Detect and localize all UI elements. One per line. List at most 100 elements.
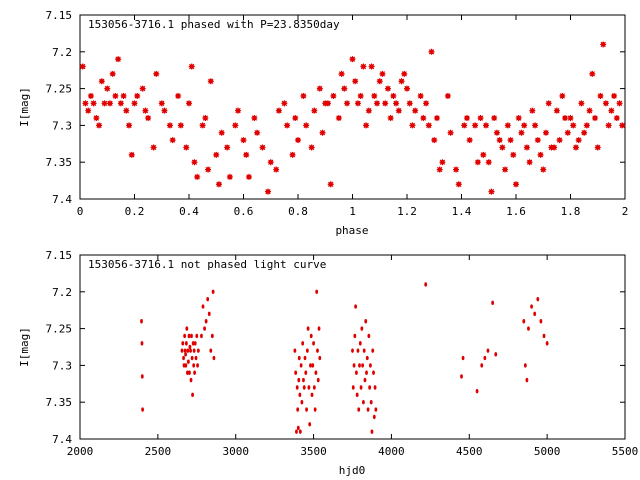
data-point [608,107,615,114]
data-point [480,363,484,368]
data-point [387,115,394,122]
data-point [586,107,593,114]
data-point [303,122,310,129]
data-point [433,115,440,122]
data-point [359,385,363,390]
phased-y-tick-label: 7.2 [52,46,72,59]
data-point [559,92,566,99]
data-point [226,173,233,180]
data-point [406,100,413,107]
data-point [209,348,213,353]
data-point [98,78,105,85]
phased-points [79,41,626,195]
data-point [376,78,383,85]
data-point [444,92,451,99]
phased-x-tick-label: 0.4 [179,205,199,218]
phased-y-tick-label: 7.4 [52,193,72,206]
data-point [600,41,607,48]
data-point [140,341,144,346]
data-point [616,100,623,107]
data-point [188,370,191,375]
data-point [207,311,211,317]
data-point [210,333,214,339]
data-point [182,355,185,361]
data-point [545,341,549,346]
data-point [357,92,364,99]
data-point [299,363,303,368]
data-point [493,129,500,136]
data-point [361,363,365,368]
data-point [420,115,427,122]
data-point [619,122,626,129]
data-point [515,115,522,122]
unphased-y-axis-label: I[mag] [18,327,31,367]
data-point [327,181,334,188]
phased-x-tick-label: 1 [349,205,356,218]
data-point [186,370,189,375]
data-point [518,129,525,136]
data-point [592,115,599,122]
phased-y-tick-label: 7.25 [46,83,73,96]
unphased-x-axis-label: hjd0 [339,464,366,477]
data-point [319,129,326,136]
data-point [87,92,94,99]
data-point [139,85,146,92]
data-point [605,122,612,129]
data-point [305,348,309,353]
data-point [533,311,537,317]
data-point [529,107,536,114]
data-point [455,181,462,188]
data-point [251,115,258,122]
data-point [602,100,609,107]
data-point [358,341,362,346]
data-point [177,122,184,129]
data-point [311,107,318,114]
data-point [267,159,274,166]
data-point [141,407,144,412]
data-point [140,319,143,324]
data-point [296,407,300,412]
data-point [205,166,212,173]
data-point [475,388,479,394]
data-point [409,122,416,129]
data-point [186,100,192,107]
data-point [190,333,193,339]
data-point [374,407,378,412]
data-point [362,400,365,405]
data-point [188,63,195,70]
data-point [507,137,514,144]
data-point [207,78,214,85]
data-point [530,304,533,309]
data-point [428,48,435,55]
data-point [120,92,127,99]
data-point [193,370,197,375]
data-point [362,348,366,353]
data-point [335,115,342,122]
data-point [523,363,527,368]
data-point [594,144,601,151]
data-point [96,122,103,129]
data-point [536,296,540,302]
data-point [412,107,419,114]
data-point [534,137,541,144]
data-point [398,78,405,85]
data-point [453,166,460,173]
data-point [379,70,386,77]
data-point [365,355,369,361]
unphased-y-tick-label: 7.3 [52,359,72,372]
phased-x-tick-label: 1.2 [397,205,417,218]
data-point [589,70,596,77]
data-point [545,100,552,107]
data-point [284,122,291,129]
data-point [203,326,206,331]
data-point [153,70,160,77]
data-point [183,348,187,353]
data-point [101,100,108,107]
phased-plot-title: 153056-3716.1 phased with P=23.8350day [88,18,340,31]
data-point [313,407,317,412]
data-point [265,188,272,195]
data-point [183,144,190,151]
data-point [298,429,302,434]
data-point [360,326,364,331]
data-point [90,100,97,107]
